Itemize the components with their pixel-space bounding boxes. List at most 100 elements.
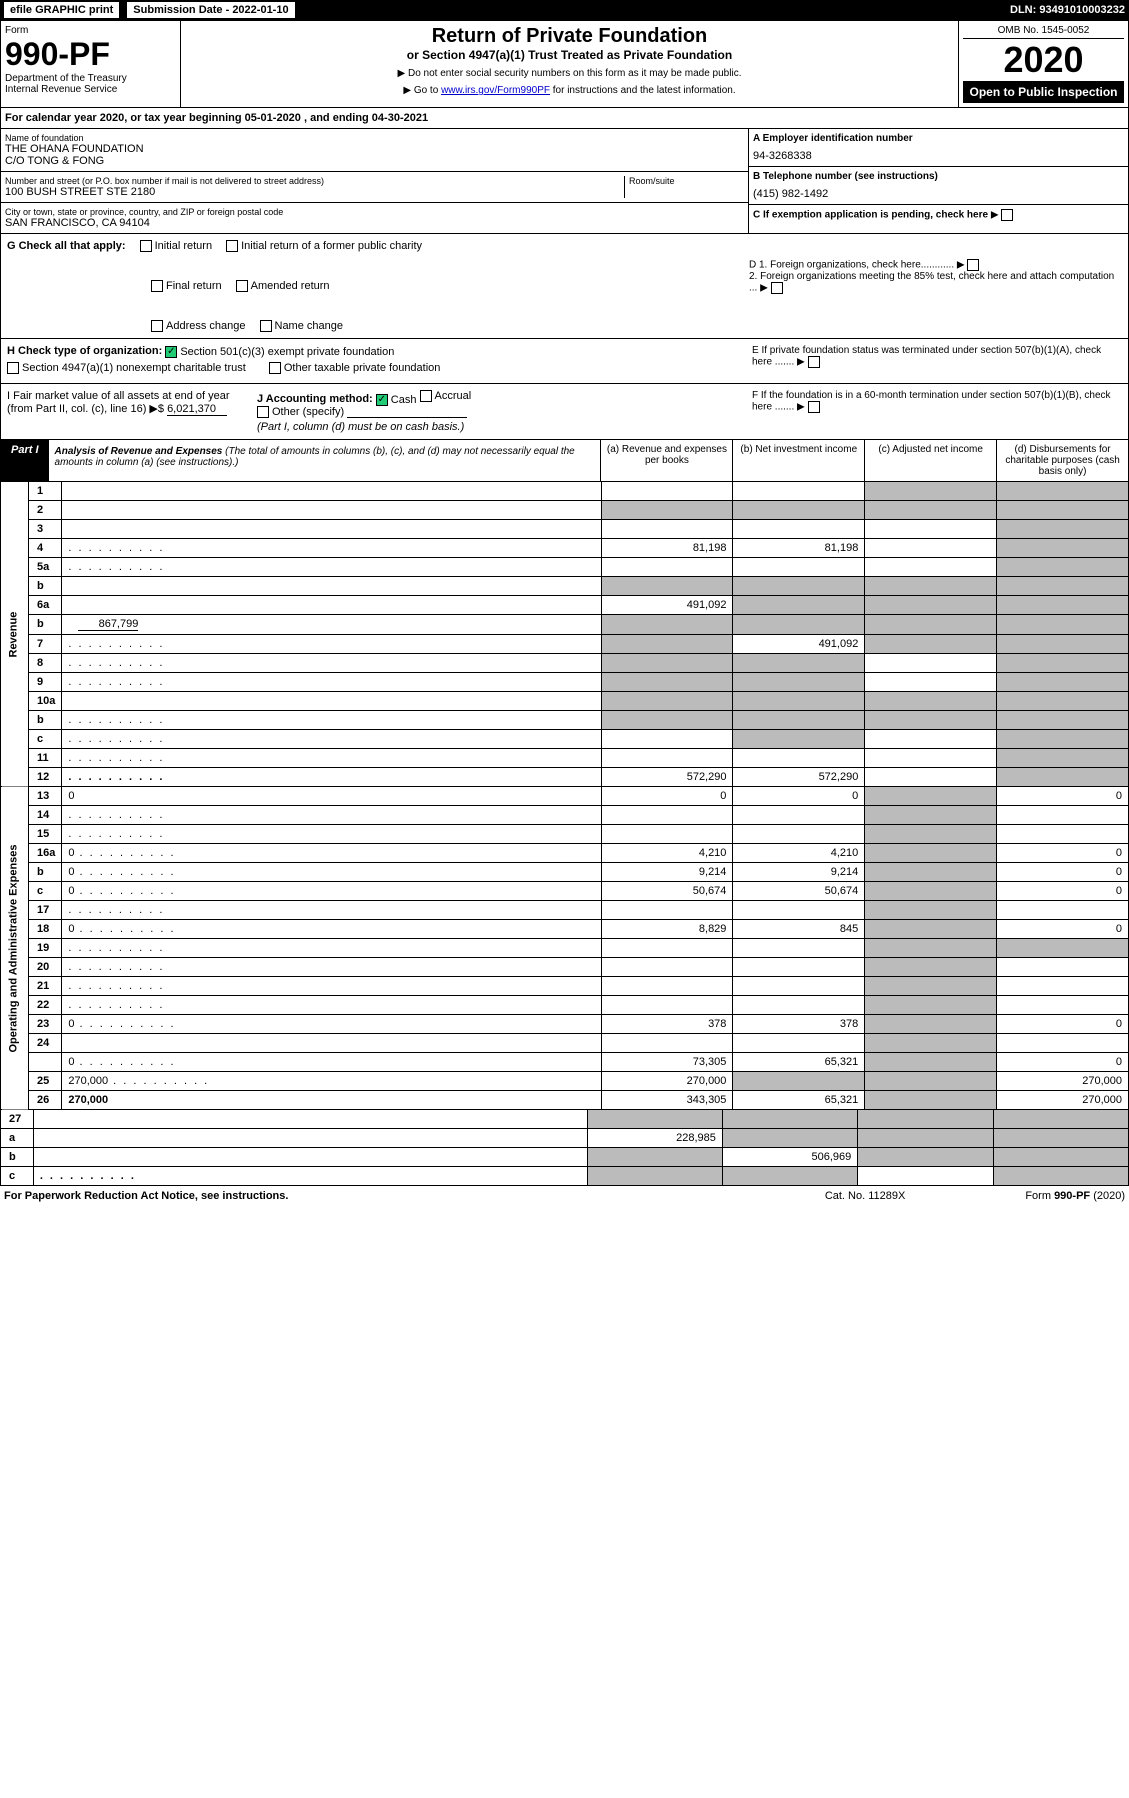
initial-return-chk[interactable]: Initial return xyxy=(140,240,212,252)
row-num: c xyxy=(28,882,61,901)
row-num: b xyxy=(28,711,61,730)
table-row: 481,19881,198 xyxy=(1,539,1129,558)
row-desc xyxy=(62,711,601,730)
c-checkbox[interactable] xyxy=(1001,209,1013,221)
cell-b: 65,321 xyxy=(733,1091,865,1110)
ein-label: A Employer identification number xyxy=(753,133,1124,144)
address-change-chk[interactable]: Address change xyxy=(151,320,246,332)
cell-c xyxy=(865,654,997,673)
name-change-chk[interactable]: Name change xyxy=(260,320,344,332)
irs: Internal Revenue Service xyxy=(5,84,176,95)
table-row: a228,985 xyxy=(1,1129,1129,1148)
cash-chk[interactable]: Cash xyxy=(376,394,417,406)
city-label: City or town, state or province, country… xyxy=(5,207,744,217)
row-desc xyxy=(62,501,601,520)
row-desc: 0 xyxy=(62,787,601,806)
table-row: 3 xyxy=(1,520,1129,539)
accrual-chk[interactable]: Accrual xyxy=(420,390,472,402)
cell-b xyxy=(733,673,865,692)
table-row: 21 xyxy=(1,977,1129,996)
cell-c xyxy=(865,1072,997,1091)
table-row: 19 xyxy=(1,939,1129,958)
row-desc xyxy=(62,635,601,654)
cell-b: 50,674 xyxy=(733,882,865,901)
phone-cell: B Telephone number (see instructions) (4… xyxy=(749,167,1128,205)
city: SAN FRANCISCO, CA 94104 xyxy=(5,217,744,229)
cell-d xyxy=(997,577,1129,596)
table-row: b xyxy=(1,577,1129,596)
d1-checkbox[interactable] xyxy=(967,259,979,271)
row-num: 6a xyxy=(28,596,61,615)
cell-a: 0 xyxy=(601,787,733,806)
row-desc xyxy=(62,520,601,539)
row-num: a xyxy=(1,1129,34,1148)
cell-d: 0 xyxy=(997,863,1129,882)
cell-c xyxy=(865,1091,997,1110)
row-desc xyxy=(62,482,601,501)
h2-chk[interactable]: Section 4947(a)(1) nonexempt charitable … xyxy=(7,362,246,374)
cell-c xyxy=(865,558,997,577)
h3-chk[interactable]: Other taxable private foundation xyxy=(269,362,441,374)
cell-d xyxy=(997,692,1129,711)
cell-d: 270,000 xyxy=(997,1072,1129,1091)
row-num: 17 xyxy=(28,901,61,920)
cell-d xyxy=(997,749,1129,768)
cell-d xyxy=(993,1148,1128,1167)
calendar-year: For calendar year 2020, or tax year begi… xyxy=(0,108,1129,129)
footer-left: For Paperwork Reduction Act Notice, see … xyxy=(4,1190,825,1202)
cell-b xyxy=(733,615,865,635)
efile-label[interactable]: efile GRAPHIC print xyxy=(4,2,119,18)
amended-chk[interactable]: Amended return xyxy=(236,280,330,292)
cell-d: 0 xyxy=(997,844,1129,863)
addr-label: Number and street (or P.O. box number if… xyxy=(5,176,624,186)
name-label: Name of foundation xyxy=(5,133,744,143)
e-section: E If private foundation status was termi… xyxy=(742,345,1122,377)
cell-b xyxy=(722,1167,857,1186)
form-title: Return of Private Foundation xyxy=(185,25,954,48)
cell-a xyxy=(601,501,733,520)
row-desc xyxy=(62,539,601,558)
cell-a: 8,829 xyxy=(601,920,733,939)
table-row: 10a xyxy=(1,692,1129,711)
cell-d xyxy=(997,539,1129,558)
row-num: c xyxy=(28,730,61,749)
table-row: b506,969 xyxy=(1,1148,1129,1167)
addr: 100 BUSH STREET STE 2180 xyxy=(5,186,624,198)
cell-c xyxy=(858,1167,993,1186)
footer: For Paperwork Reduction Act Notice, see … xyxy=(0,1186,1129,1206)
cell-b xyxy=(733,1034,865,1053)
d1: D 1. Foreign organizations, check here..… xyxy=(749,259,1119,271)
row-num: 24 xyxy=(28,1034,61,1053)
cell-a: 9,214 xyxy=(601,863,733,882)
row-num: 27 xyxy=(1,1110,34,1129)
irs-link[interactable]: www.irs.gov/Form990PF xyxy=(441,85,550,96)
c-label: C If exemption application is pending, c… xyxy=(753,210,988,221)
row-desc xyxy=(62,996,601,1015)
cell-c xyxy=(865,501,997,520)
other-chk[interactable]: Other (specify) xyxy=(257,406,344,418)
cell-b xyxy=(733,977,865,996)
header-left: Form 990-PF Department of the Treasury I… xyxy=(1,21,181,107)
f-checkbox[interactable] xyxy=(808,401,820,413)
d2-checkbox[interactable] xyxy=(771,282,783,294)
row-num: 13 xyxy=(28,787,61,806)
table-row: 8 xyxy=(1,654,1129,673)
row-desc: 0 xyxy=(62,1053,601,1072)
row-num: b xyxy=(28,615,61,635)
row-num: 25 xyxy=(28,1072,61,1091)
cell-b xyxy=(722,1110,857,1129)
row-num: 15 xyxy=(28,825,61,844)
h1-chk[interactable]: Section 501(c)(3) exempt private foundat… xyxy=(165,346,394,358)
co-name: C/O TONG & FONG xyxy=(5,155,744,167)
tax-year: 2020 xyxy=(963,39,1124,81)
cell-d: 0 xyxy=(997,882,1129,901)
e-checkbox[interactable] xyxy=(808,356,820,368)
f-section: F If the foundation is in a 60-month ter… xyxy=(742,390,1122,433)
cell-b xyxy=(733,692,865,711)
final-return-chk[interactable]: Final return xyxy=(151,280,222,292)
initial-former-chk[interactable]: Initial return of a former public charit… xyxy=(226,240,422,252)
row-desc xyxy=(33,1148,587,1167)
row-num: 4 xyxy=(28,539,61,558)
row-num: b xyxy=(28,863,61,882)
table-row: b867,799 xyxy=(1,615,1129,635)
